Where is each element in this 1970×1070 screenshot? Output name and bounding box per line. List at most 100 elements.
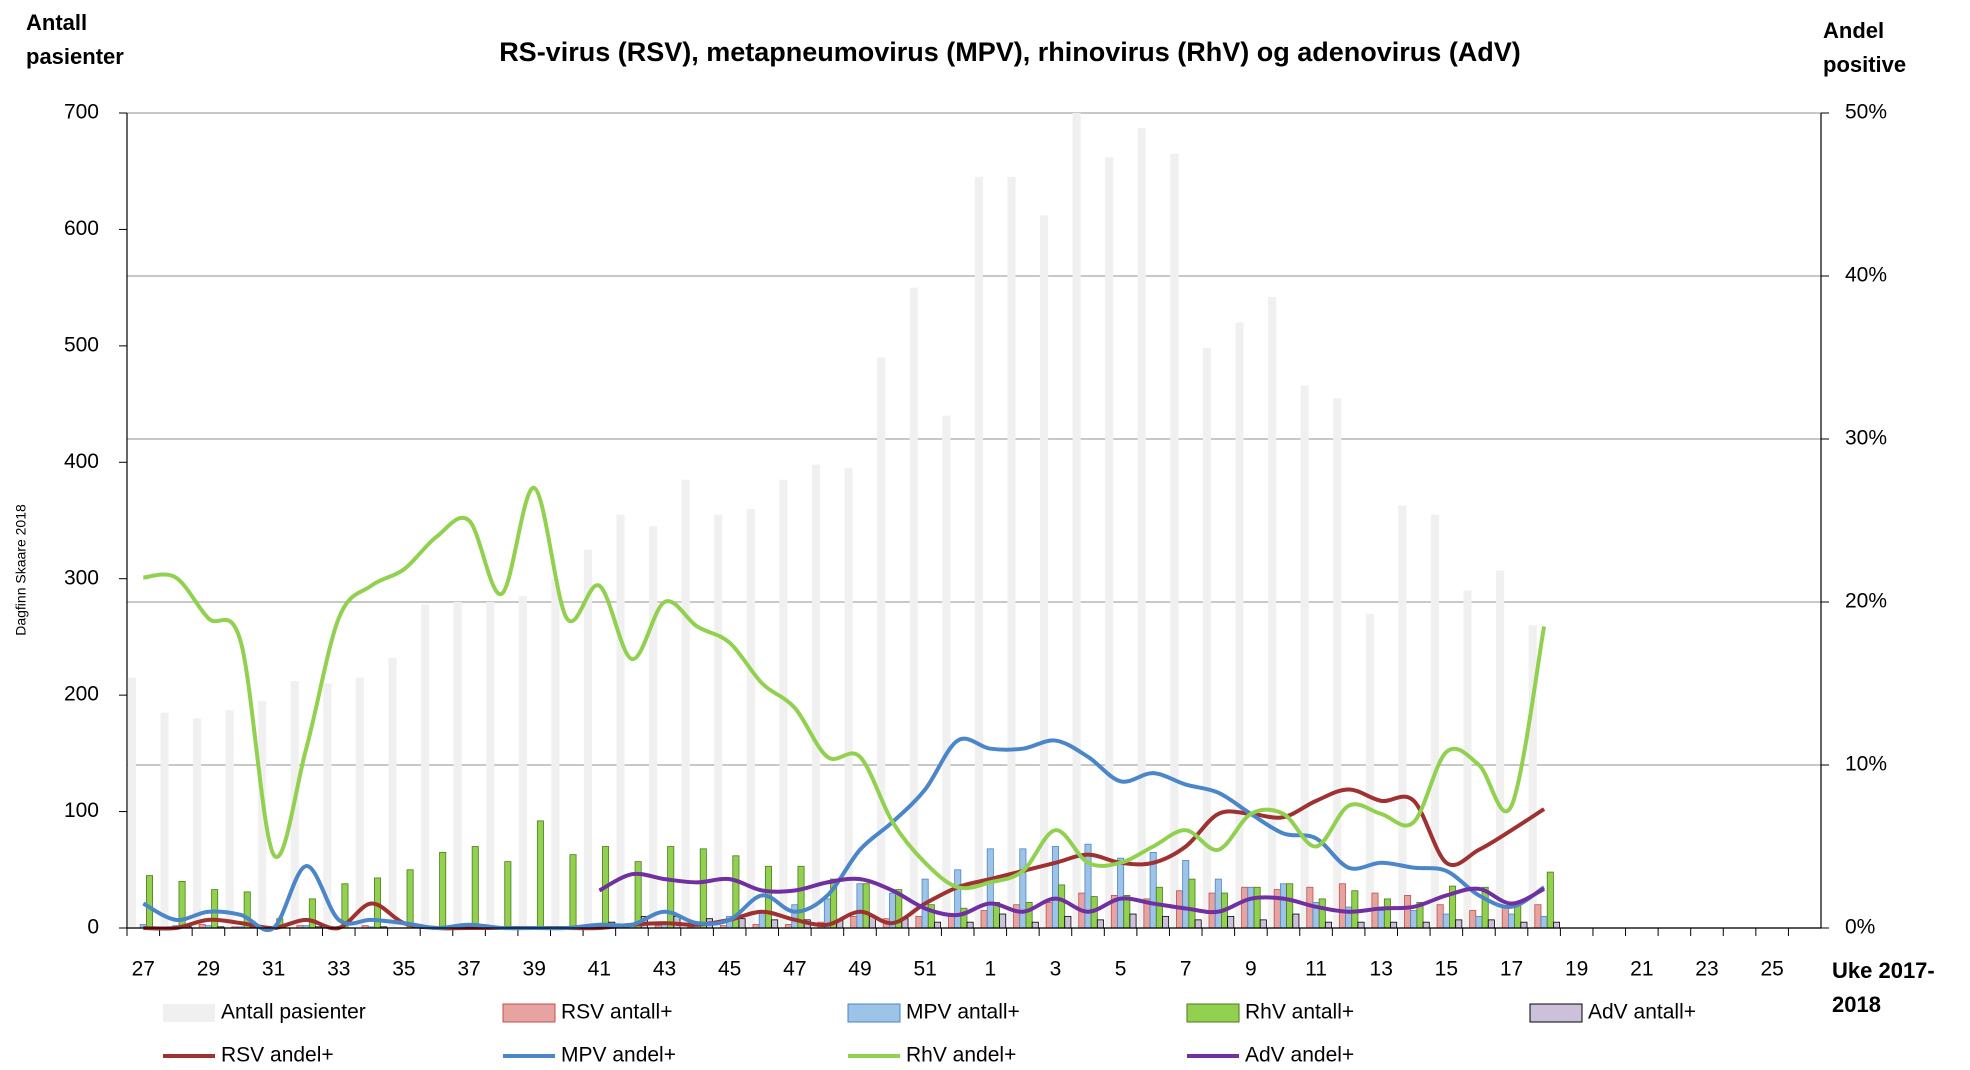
bar xyxy=(1430,514,1440,928)
bar xyxy=(771,919,779,929)
bar xyxy=(714,514,723,928)
bar xyxy=(1357,921,1365,929)
bar xyxy=(1031,921,1039,929)
bar xyxy=(258,700,267,928)
bar xyxy=(1013,904,1021,929)
bar xyxy=(1137,128,1146,928)
bar xyxy=(486,602,495,928)
legend-label: MPV andel+ xyxy=(561,1044,676,1067)
bar xyxy=(850,915,858,929)
x-tick-label: 25 xyxy=(1760,958,1783,981)
bar xyxy=(504,861,512,929)
bar xyxy=(862,883,870,929)
bar xyxy=(1105,157,1114,928)
bar xyxy=(1398,505,1407,928)
bar xyxy=(1501,906,1509,929)
bar xyxy=(616,514,625,928)
bar xyxy=(986,848,994,929)
bar xyxy=(791,904,799,929)
bar xyxy=(844,468,853,928)
x-tick-label: 19 xyxy=(1565,958,1588,981)
bar xyxy=(877,357,886,928)
y-tick-label: 100 xyxy=(64,799,99,822)
x-axis-title: Uke 2017-2018 xyxy=(1832,958,1935,1017)
bar xyxy=(211,889,219,929)
legend-label: AdV andel+ xyxy=(1245,1044,1354,1067)
bar xyxy=(1324,921,1332,929)
bar xyxy=(746,508,755,928)
x-tick-label: 33 xyxy=(327,958,350,981)
bar xyxy=(1058,884,1066,929)
line xyxy=(143,485,1547,891)
line xyxy=(143,787,1546,931)
x-tick-label: 27 xyxy=(132,958,155,981)
x-tick-label: 31 xyxy=(262,958,285,981)
x-tick-label: 1 xyxy=(984,958,996,981)
x-tick-label: 9 xyxy=(1245,958,1257,981)
legend-label: Antall pasienter xyxy=(221,1001,366,1024)
bar xyxy=(681,479,690,928)
bar xyxy=(569,854,577,929)
bar xyxy=(1463,590,1472,928)
x-tick-label: 47 xyxy=(783,958,806,981)
x-tick-label: 29 xyxy=(197,958,220,981)
bar xyxy=(1235,322,1244,929)
legend-label: RhV antall+ xyxy=(1245,1001,1354,1024)
x-tick-label: 51 xyxy=(913,958,936,981)
bar xyxy=(1496,570,1505,928)
bar xyxy=(909,287,918,929)
bar xyxy=(980,910,988,929)
bar xyxy=(1410,910,1418,929)
bar xyxy=(649,526,658,928)
x-tick-label: 43 xyxy=(653,958,676,981)
bar xyxy=(323,683,332,928)
bar xyxy=(1170,153,1179,928)
x-tick-label: 7 xyxy=(1180,958,1192,981)
legend-swatch xyxy=(1186,1003,1240,1023)
y-tick-label: 600 xyxy=(64,217,99,240)
bar xyxy=(1188,878,1196,929)
y2-tick-label: 50% xyxy=(1845,101,1887,124)
bar xyxy=(1540,915,1548,929)
legend-swatch xyxy=(163,1004,215,1022)
bar xyxy=(1469,910,1477,929)
bar xyxy=(1267,296,1277,928)
bar xyxy=(1279,883,1287,929)
bar xyxy=(583,549,593,928)
bar xyxy=(145,875,153,929)
bar xyxy=(1096,919,1104,929)
bar xyxy=(1436,904,1444,929)
bar xyxy=(1520,921,1528,929)
bar xyxy=(355,677,365,928)
y2-tick-label: 20% xyxy=(1845,590,1887,613)
bar xyxy=(1214,878,1222,929)
x-tick-label: 23 xyxy=(1695,958,1718,981)
bar xyxy=(1202,348,1212,929)
bar xyxy=(225,710,234,928)
y-tick-label: 300 xyxy=(64,566,99,589)
x-tick-label: 41 xyxy=(588,958,611,981)
x-tick-label: 45 xyxy=(718,958,741,981)
bar xyxy=(1318,898,1326,929)
bar xyxy=(667,846,675,929)
bar xyxy=(699,848,707,929)
bar xyxy=(942,415,951,928)
bar xyxy=(1422,921,1430,929)
y-axis-title: Antall pasienter xyxy=(26,10,124,69)
y2-tick-label: 0% xyxy=(1845,916,1875,939)
bar xyxy=(1508,913,1516,929)
bar xyxy=(1064,915,1072,929)
bar xyxy=(934,921,942,929)
x-tick-label: 15 xyxy=(1435,958,1458,981)
y2-axis-title: Andel positive xyxy=(1823,18,1907,77)
bar xyxy=(1273,889,1281,929)
bar xyxy=(192,718,202,928)
chart-title: RS-virus (RSV), metapneumovirus (MPV), r… xyxy=(499,37,1521,67)
x-tick-label: 11 xyxy=(1305,958,1327,981)
x-tick-label: 21 xyxy=(1630,958,1653,981)
x-tick-label: 37 xyxy=(457,958,480,981)
bar xyxy=(1487,919,1495,929)
bar xyxy=(160,712,169,928)
bar xyxy=(453,602,462,928)
